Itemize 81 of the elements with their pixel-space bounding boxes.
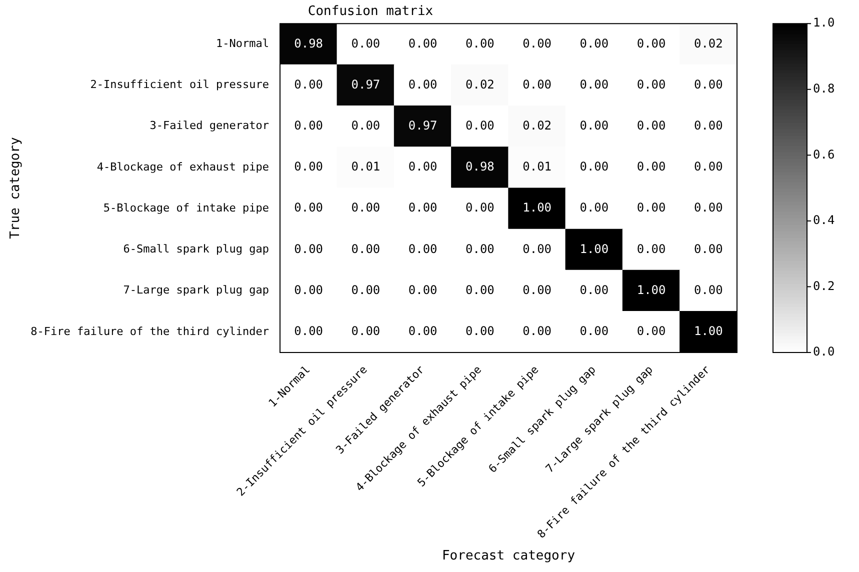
data-label: 0.00 xyxy=(294,160,324,174)
data-label: 0.00 xyxy=(580,36,609,50)
data-label: 0.00 xyxy=(465,324,494,338)
y-tick-label: 2-Insufficient oil pressure xyxy=(90,78,270,92)
data-label: 0.00 xyxy=(465,282,494,297)
data-label: 0.00 xyxy=(465,242,494,256)
data-label: 0.00 xyxy=(408,324,438,338)
data-label: 0.98 xyxy=(465,160,494,174)
data-label: 0.02 xyxy=(522,118,552,132)
data-label: 0.00 xyxy=(465,118,494,132)
color-bar-label: 1.0 xyxy=(813,16,835,30)
data-label: 0.00 xyxy=(580,160,609,174)
data-label: 0.00 xyxy=(351,200,380,215)
data-label: 0.00 xyxy=(465,200,494,215)
data-label: 0.00 xyxy=(694,242,723,256)
data-label: 0.00 xyxy=(408,242,438,256)
data-label: 0.00 xyxy=(694,77,723,92)
data-label: 0.00 xyxy=(580,200,609,215)
data-label: 0.00 xyxy=(636,36,666,50)
chart-title: Confusion matrix xyxy=(308,4,434,20)
data-label: 0.00 xyxy=(351,36,380,50)
data-label: 0.00 xyxy=(351,242,380,256)
data-label: 0.00 xyxy=(580,324,609,338)
data-label: 0.00 xyxy=(522,242,552,256)
x-axis-title: Forecast category xyxy=(442,548,576,564)
data-label: 0.00 xyxy=(580,77,609,92)
data-label: 0.00 xyxy=(694,282,723,297)
data-label: 1.00 xyxy=(636,282,666,297)
data-label: 0.00 xyxy=(351,324,380,338)
y-tick-label: 5-Blockage of intake pipe xyxy=(103,201,270,214)
y-tick-label: 8-Fire failure of the third cylinder xyxy=(30,324,270,338)
color-bar-label: 0.2 xyxy=(813,278,835,293)
y-tick-label: 1-Normal xyxy=(216,37,270,50)
data-label: 0.00 xyxy=(408,200,438,215)
data-label: 0.00 xyxy=(580,118,609,132)
color-bar-label: 0.4 xyxy=(813,213,835,228)
data-label: 0.00 xyxy=(294,200,324,215)
data-label: 0.00 xyxy=(694,200,723,215)
data-label: 0.00 xyxy=(408,160,438,174)
data-label: 0.01 xyxy=(351,160,380,174)
data-label: 0.00 xyxy=(636,118,666,132)
y-tick-label: 3-Failed generator xyxy=(150,119,270,132)
y-tick-label: 4-Blockage of exhaust pipe xyxy=(96,160,270,174)
data-label: 0.00 xyxy=(522,77,552,92)
data-label: 0.01 xyxy=(522,160,552,174)
data-label: 0.98 xyxy=(294,36,324,50)
color-bar-label: 0.0 xyxy=(813,344,835,359)
data-label: 0.00 xyxy=(522,324,552,338)
data-label: 1.00 xyxy=(522,200,552,215)
data-label: 0.00 xyxy=(522,36,552,50)
data-label: 0.00 xyxy=(351,118,380,132)
data-label: 1.00 xyxy=(580,242,609,256)
data-label: 0.00 xyxy=(636,77,666,92)
data-label: 0.00 xyxy=(694,160,723,174)
y-tick-label: 7-Large spark plug gap xyxy=(123,284,270,297)
data-label: 0.00 xyxy=(351,282,380,297)
color-bar-label: 0.8 xyxy=(813,82,835,96)
data-label: 0.00 xyxy=(294,77,324,92)
data-label: 0.02 xyxy=(465,77,494,92)
data-label: 0.00 xyxy=(294,324,324,338)
data-label: 0.97 xyxy=(408,118,438,132)
data-label: 0.97 xyxy=(351,77,380,92)
data-label: 0.00 xyxy=(408,282,438,297)
data-label: 0.00 xyxy=(694,118,723,132)
data-label: 0.00 xyxy=(522,282,552,297)
data-label: 0.00 xyxy=(636,160,666,174)
y-axis-title: True category xyxy=(8,136,24,239)
data-label: 0.00 xyxy=(294,118,324,132)
data-label: 0.00 xyxy=(294,242,324,256)
data-label: 0.00 xyxy=(408,77,438,92)
data-label: 0.00 xyxy=(636,242,666,256)
color-bar-label: 0.6 xyxy=(813,147,835,162)
data-label: 0.02 xyxy=(694,36,723,50)
data-label: 0.00 xyxy=(408,36,438,50)
data-label: 0.00 xyxy=(636,324,666,338)
data-label: 1.00 xyxy=(694,324,723,338)
data-label: 0.00 xyxy=(465,36,494,50)
y-tick-label: 6-Small spark plug gap xyxy=(123,242,270,256)
data-label: 0.00 xyxy=(580,282,609,297)
data-label: 0.00 xyxy=(636,200,666,215)
data-label: 0.00 xyxy=(294,282,324,297)
